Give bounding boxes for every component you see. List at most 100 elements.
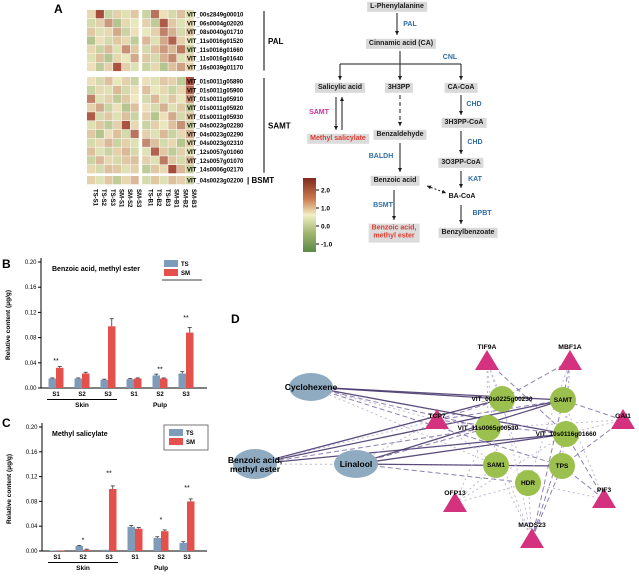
x-tick-label: S1 (53, 555, 61, 561)
colorbar-tick-label: 1.0 (321, 206, 330, 213)
network-edge (454, 433, 567, 504)
tf-node-mbf1a (558, 350, 582, 370)
x-tick-label: S2 (79, 555, 87, 561)
heatmap-cell (177, 94, 186, 103)
heatmap-cell (104, 103, 113, 112)
heatmap-cell (104, 54, 113, 63)
x-tick-label: S3 (104, 392, 112, 398)
heatmap-cell (177, 10, 186, 19)
bar-ts (126, 379, 134, 388)
group-label-pal: PAL (268, 37, 284, 46)
gene-label: VIT_11s0016g01520 (187, 39, 244, 45)
heatmap-cell (104, 129, 113, 139)
y-tick-label: 0.20 (26, 425, 38, 431)
heatmap-cell (150, 18, 160, 28)
gene-label: VIT_01s0011g05900 (187, 88, 244, 94)
heatmap-cell (95, 18, 104, 28)
heatmap-cell (87, 62, 96, 72)
tf-node-gai1 (611, 409, 635, 429)
heatmap-cell (113, 36, 122, 45)
heatmap-cell (150, 10, 160, 19)
heatmap-cell (142, 27, 151, 36)
heatmap-cell (95, 121, 104, 130)
node-label-pif3: PIF3 (597, 487, 612, 494)
node-label-benzoicme: methyl ester (230, 464, 281, 474)
heatmap-cell (142, 103, 151, 112)
heatmap-cell (113, 45, 122, 54)
sig-marker: * (160, 517, 163, 524)
bar-sm (56, 367, 64, 388)
heatmap-cell (177, 176, 186, 185)
heatmap-cell (168, 27, 177, 36)
panel-label-d: D (231, 312, 240, 326)
heatmap-cell (121, 18, 130, 28)
heatmap-cell (121, 85, 130, 95)
heatmap-cell (104, 77, 113, 86)
heatmap-cell (87, 77, 96, 86)
heatmap-cell (87, 10, 96, 19)
heatmap-col-label: SM-S1 (117, 189, 123, 208)
metabolite-node-cyclohexene (289, 373, 333, 401)
heatmap-cell (104, 165, 113, 174)
heatmap-cell (95, 10, 104, 19)
heatmap-cell (159, 165, 168, 174)
heatmap-cell (142, 10, 151, 19)
heatmap-col-label: SM-B1 (173, 189, 179, 208)
bar-sm (109, 489, 117, 551)
heatmap-cell (113, 62, 122, 72)
heatmap-cell (142, 45, 151, 54)
colorbar-tick-label: 0.0 (321, 224, 330, 231)
heatmap-cell (87, 103, 96, 112)
heatmap-cell (185, 45, 194, 54)
heatmap-cell (150, 103, 160, 112)
gene-label: VIT_11s0016g01640 (187, 57, 244, 63)
network-edge (436, 399, 564, 421)
network-edge (310, 386, 489, 429)
node-ba-coa: BA-CoA (449, 193, 476, 201)
heatmap-cell (87, 129, 96, 139)
heatmap-cell (177, 62, 186, 72)
bar-ts (49, 550, 57, 551)
heatmap-cell (95, 36, 104, 45)
heatmap-cell (87, 112, 96, 121)
y-tick-label: 0.00 (26, 549, 38, 555)
node-label-tcp7: TCP7 (428, 413, 446, 420)
network-edge (495, 464, 533, 540)
enzyme-chd-1: CHD (466, 101, 481, 109)
bar-sm (186, 332, 194, 388)
heatmap-cell (87, 54, 96, 63)
bar-sm (83, 549, 91, 551)
heatmap-cell (87, 27, 96, 36)
heatmap-cell (130, 94, 139, 103)
heatmap-col-label: TS-S2 (100, 189, 106, 207)
heatmap-cell (113, 147, 122, 156)
node-salicylic-acid: Salicylic acid (315, 82, 365, 94)
gene-label: VIT_11s0016g01660 (187, 48, 244, 54)
network-edge (486, 360, 497, 466)
heatmap-cell (177, 156, 186, 165)
heatmap-cell (159, 85, 168, 95)
bar-sm (161, 531, 169, 551)
heatmap-cell (168, 121, 177, 130)
x-tick-label: S2 (78, 392, 86, 398)
network-edge (254, 399, 564, 465)
enzyme-bsmt: BSMT (373, 202, 393, 210)
heatmap-cell (121, 54, 130, 63)
gene-label: VIT_01s0011g05910 (187, 97, 244, 103)
network-edge (527, 360, 571, 484)
heatmap-cell (185, 85, 194, 95)
gene-node-tps (549, 453, 575, 479)
node-label-mbf1a: MBF1A (558, 344, 582, 351)
gene-label: VIT_04s0023g02290 (187, 132, 244, 138)
y-tick-label: 0.04 (26, 524, 38, 530)
heatmap-cell (130, 54, 139, 63)
panel-b-chart: 0.00 0.04 0.08 0.12 0.16 0.20 Relative content… (5, 258, 207, 409)
heatmap-cell (185, 176, 194, 185)
network-edge (355, 399, 564, 465)
gene-label: VIT_12s0057g01070 (187, 159, 244, 165)
heatmap-cell (159, 121, 168, 130)
legend-label-ts: TS (181, 262, 189, 268)
colorbar-tick-label: -1.0 (321, 242, 333, 249)
node-label-cyclohexene: Cyclohexene (285, 382, 338, 392)
heatmap-cell (121, 62, 130, 72)
